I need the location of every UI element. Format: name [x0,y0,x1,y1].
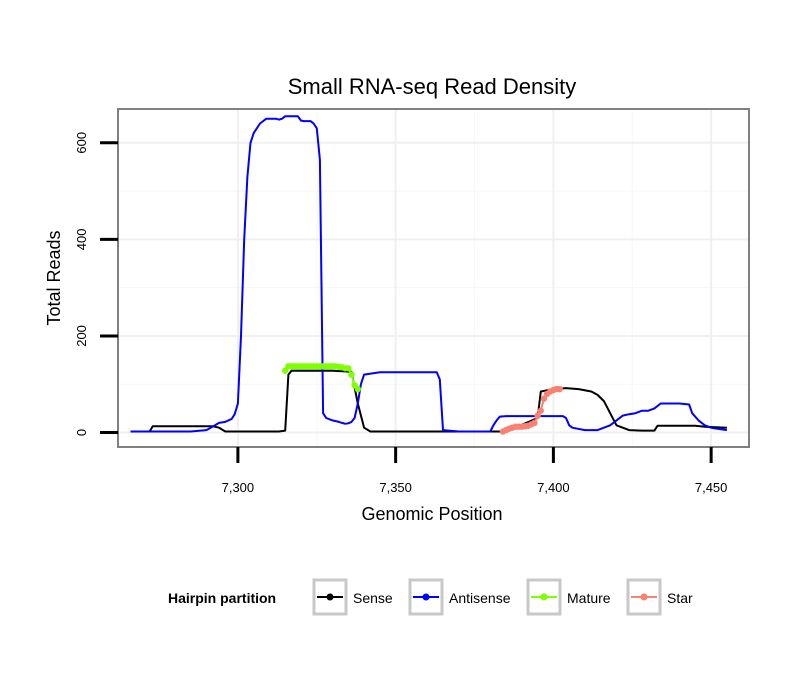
data-point [345,365,352,372]
data-point [531,419,538,427]
x-axis: 7,300 7,350 7,400 7,450 [222,447,728,495]
y-axis: 0 200 400 600 [74,132,118,436]
legend-item-mature: Mature [526,578,611,616]
data-point [354,385,361,393]
y-axis-label: Total Reads [44,230,64,325]
data-point [348,371,355,378]
chart-title: Small RNA-seq Read Density [288,74,577,99]
series-mature [282,363,361,393]
data-point [540,395,548,402]
legend-label: Star [667,590,693,606]
y-tick-label: 600 [74,132,89,154]
series-star [499,385,563,435]
legend-label: Mature [567,590,611,606]
plot-panel [117,108,750,448]
data-point [537,407,544,414]
y-tick-label: 400 [74,229,89,251]
legend-item-star: Star [626,578,693,616]
x-axis-label: Genomic Position [361,504,502,524]
legend: Hairpin partition Sense Antisense Mature Sta… [168,578,693,616]
data-point [556,385,563,393]
legend-label: Antisense [449,590,511,606]
series-layer [130,115,728,435]
x-tick-label: 7,450 [695,480,728,495]
legend-key-point [640,593,648,601]
x-tick-label: 7,400 [537,480,570,495]
grid [119,110,748,446]
legend-key-point [422,593,430,601]
x-tick-label: 7,300 [222,480,255,495]
legend-item-antisense: Antisense [408,578,511,616]
series-line-antisense [130,115,728,433]
y-tick-label: 200 [74,325,89,347]
data-point [534,412,541,419]
y-tick-label: 0 [74,429,89,436]
legend-key-point [540,593,548,601]
legend-key-point [326,593,334,601]
series-antisense [130,115,728,433]
legend-label: Sense [353,590,393,606]
legend-title: Hairpin partition [168,590,276,606]
x-tick-label: 7,350 [379,480,412,495]
legend-item-sense: Sense [312,578,393,616]
